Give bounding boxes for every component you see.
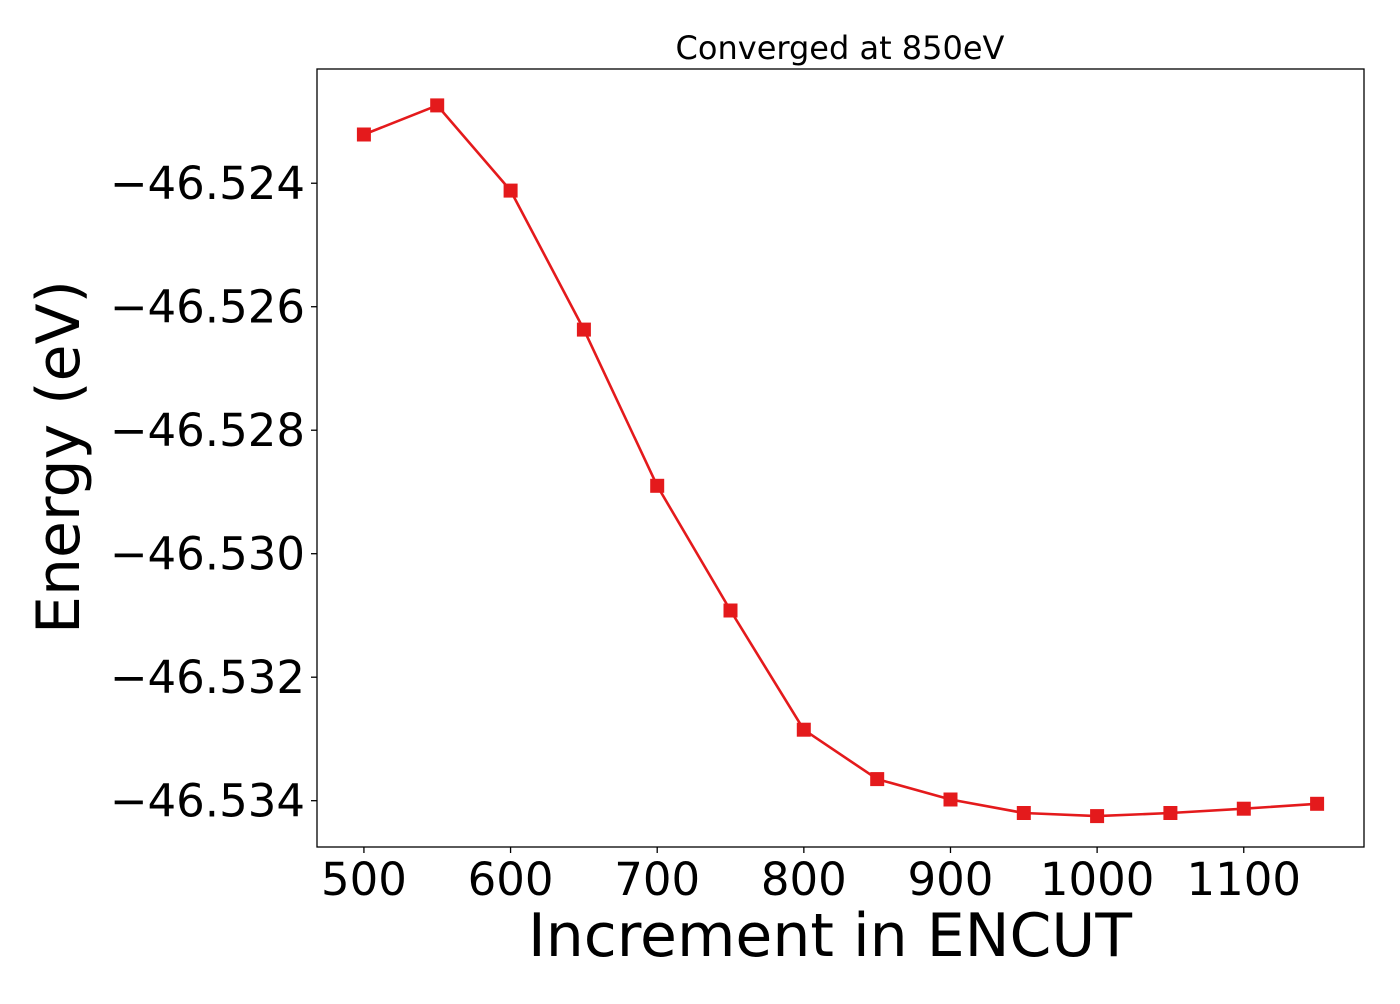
data-point-marker bbox=[503, 183, 518, 198]
x-tick-label: 800 bbox=[761, 853, 847, 906]
data-point-marker bbox=[650, 478, 665, 493]
x-tick-label: 700 bbox=[614, 853, 700, 906]
data-point-marker bbox=[943, 792, 958, 807]
data-point-marker bbox=[870, 772, 885, 787]
data-point-marker bbox=[796, 722, 811, 737]
data-point-marker bbox=[723, 603, 738, 618]
y-axis-label: Energy (eV) bbox=[24, 280, 94, 634]
x-tick-label: 1000 bbox=[1040, 853, 1155, 906]
y-tick-label: −46.532 bbox=[110, 651, 305, 704]
chart-title: Converged at 850eV bbox=[676, 29, 1005, 67]
y-tick-label: −46.528 bbox=[110, 404, 305, 457]
x-tick-label: 1100 bbox=[1186, 853, 1301, 906]
x-tick-label: 600 bbox=[468, 853, 554, 906]
y-tick-label: −46.530 bbox=[110, 528, 305, 581]
x-axis-label: Increment in ENCUT bbox=[528, 901, 1132, 971]
x-tick-label: 500 bbox=[321, 853, 407, 906]
y-tick-label: −46.524 bbox=[110, 157, 305, 210]
y-tick-label: −46.526 bbox=[110, 281, 305, 334]
data-point-marker bbox=[1310, 796, 1325, 811]
data-point-marker bbox=[1016, 806, 1031, 820]
plot-area-frame bbox=[316, 68, 1365, 848]
data-point-marker bbox=[1163, 806, 1178, 820]
data-point-marker bbox=[430, 98, 445, 113]
x-tick-label: 900 bbox=[908, 853, 994, 906]
data-point-marker bbox=[356, 127, 371, 142]
data-point-marker bbox=[1090, 809, 1105, 824]
data-point-marker bbox=[576, 322, 591, 337]
data-point-marker bbox=[1236, 801, 1251, 816]
y-tick-label: −46.534 bbox=[110, 775, 305, 828]
series-line bbox=[363, 104, 1318, 818]
